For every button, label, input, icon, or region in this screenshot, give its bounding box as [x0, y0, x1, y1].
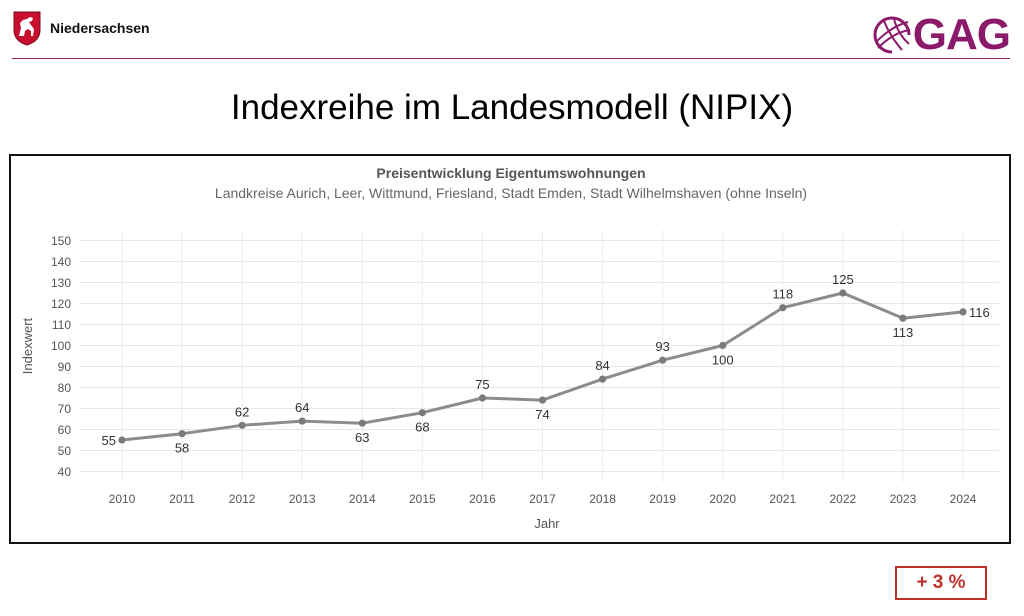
data-label: 55 [102, 433, 116, 448]
data-label: 118 [772, 287, 793, 302]
data-point [238, 421, 246, 429]
data-labels-layer: 55 58 62 64 63 68 75 74 84 93 100 118 125 113 116 [102, 272, 990, 456]
data-point [418, 409, 426, 417]
x-tick-label: 2014 [349, 492, 376, 506]
data-label: 93 [655, 339, 669, 354]
x-axis-label: Jahr [534, 516, 560, 531]
y-tick-label: 70 [58, 402, 72, 416]
data-label: 64 [295, 400, 309, 415]
data-label: 125 [832, 272, 854, 287]
x-tick-label: 2011 [169, 492, 195, 506]
x-tick-label: 2018 [589, 492, 616, 506]
chart-subtitle: Landkreise Aurich, Leer, Wittmund, Fries… [215, 185, 807, 201]
x-tick-label: 2024 [950, 492, 977, 506]
data-point [719, 341, 727, 350]
line-chart: Preisentwicklung Eigentumswohnungen Land… [20, 165, 999, 531]
header-divider [12, 58, 1010, 59]
y-tick-label: 140 [51, 255, 71, 269]
data-point [118, 436, 126, 444]
y-tick-label: 150 [51, 234, 71, 248]
y-tick-label: 130 [51, 276, 71, 290]
data-point [478, 394, 487, 402]
data-label: 75 [475, 377, 489, 392]
globe-icon [873, 16, 911, 54]
data-label: 68 [415, 420, 429, 435]
y-tick-label: 60 [58, 423, 72, 437]
slide-title: Indexreihe im Landesmodell (NIPIX) [230, 88, 794, 127]
state-logo: Niedersachsen [12, 10, 150, 46]
data-point [659, 356, 667, 364]
x-tick-label: 2023 [890, 492, 917, 506]
company-logo: GAG [872, 10, 1011, 59]
y-tick-label: 120 [51, 297, 71, 311]
y-tick-label: 90 [58, 360, 72, 374]
data-label: 63 [355, 430, 369, 445]
data-point [178, 430, 186, 438]
x-tick-label: 2013 [289, 492, 316, 506]
x-tick-label: 2015 [409, 492, 436, 506]
data-point [538, 396, 547, 404]
x-tick-label: 2012 [229, 492, 256, 506]
data-point [358, 419, 366, 427]
x-tick-label: 2020 [709, 492, 736, 506]
x-tick-label: 2017 [529, 492, 556, 506]
data-point [959, 308, 967, 316]
y-tick-label: 110 [52, 318, 71, 332]
y-tick-label: 100 [51, 339, 71, 353]
data-label: 74 [535, 407, 549, 422]
x-tick-label: 2022 [830, 492, 857, 506]
x-tick-label: 2010 [109, 492, 136, 506]
data-point [779, 304, 787, 312]
company-logo-text: GAG [912, 10, 1011, 59]
data-label: 84 [595, 358, 609, 373]
data-label: 116 [969, 305, 990, 320]
y-axis-label: Indexwert [20, 317, 35, 374]
niedersachsen-crest-icon [13, 11, 41, 46]
data-point [598, 375, 607, 383]
x-tick-label: 2021 [769, 492, 796, 506]
chart-title: Preisentwicklung Eigentumswohnungen [376, 165, 645, 181]
x-tick-label: 2016 [469, 492, 496, 506]
data-label: 100 [712, 353, 734, 368]
data-label: 58 [175, 441, 189, 456]
state-name: Niedersachsen [50, 20, 150, 36]
y-tick-label: 50 [58, 444, 72, 458]
data-label: 62 [235, 404, 249, 419]
grid-layer [79, 230, 999, 482]
data-point [298, 417, 306, 425]
x-tick-label: 2019 [649, 492, 676, 506]
change-badge: + 3 % [895, 566, 987, 600]
ticks-layer: 40 50 60 70 80 90 100 110 120 130 140 150 2010 2011 20… [51, 234, 977, 506]
data-point [839, 289, 847, 297]
chart-container: Preisentwicklung Eigentumswohnungen Land… [9, 154, 1011, 544]
y-tick-label: 40 [58, 465, 72, 479]
series-layer [118, 289, 967, 444]
y-tick-label: 80 [58, 381, 72, 395]
data-label: 113 [893, 325, 914, 340]
data-point [899, 314, 907, 322]
